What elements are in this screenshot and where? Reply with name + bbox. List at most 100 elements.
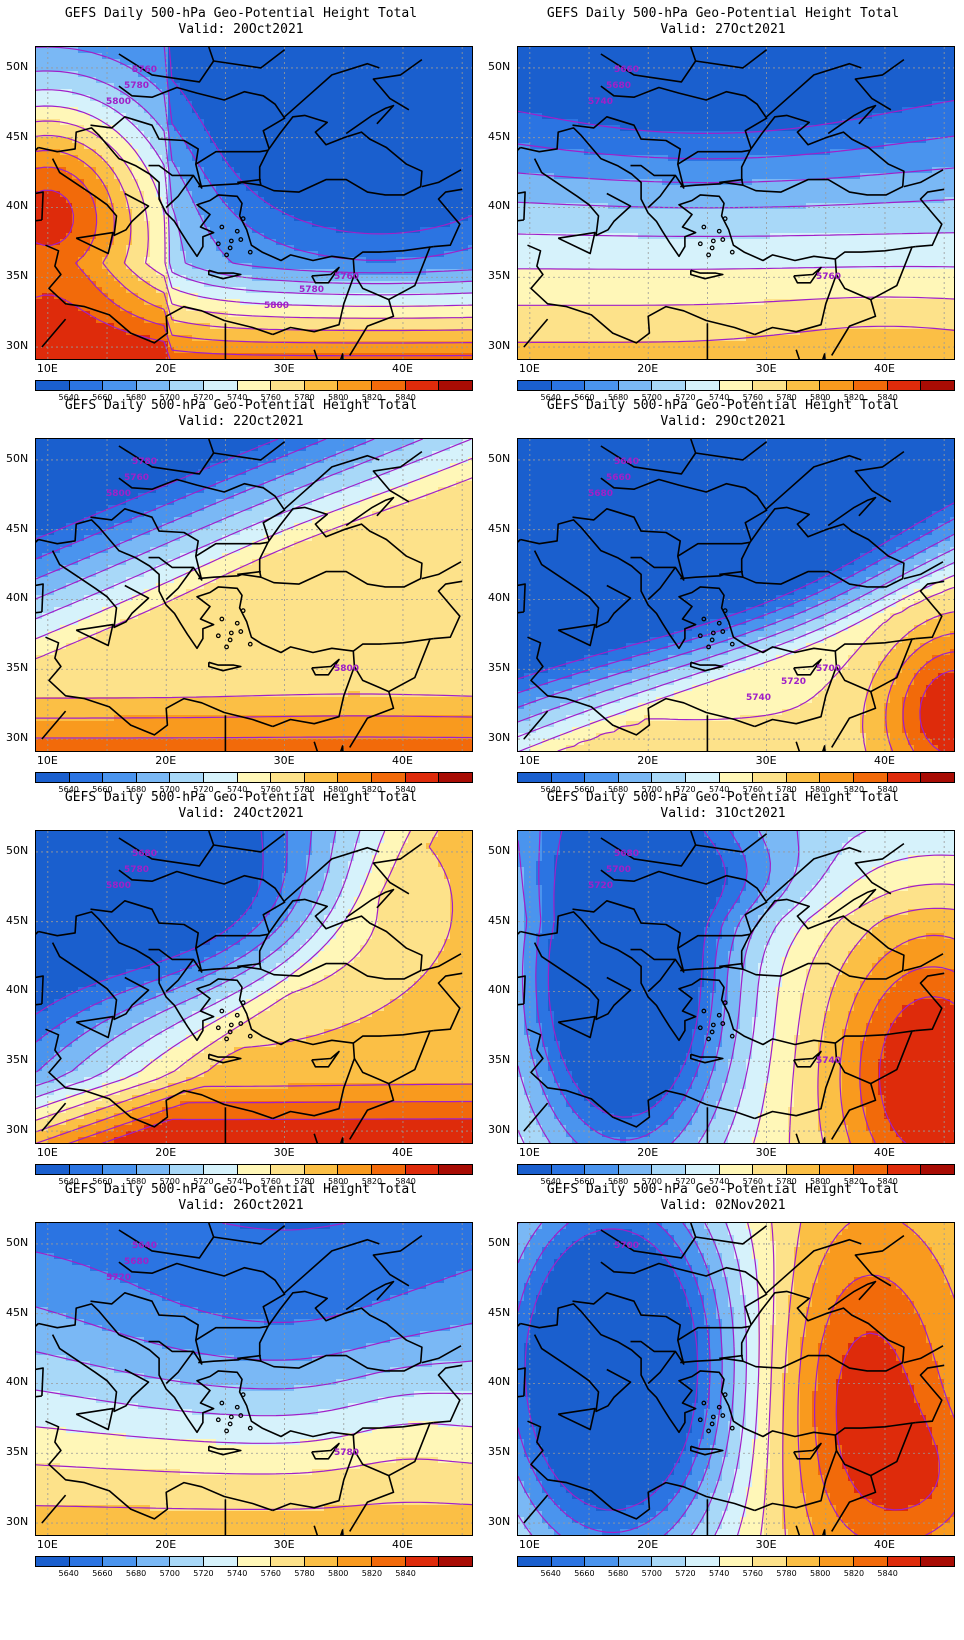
- panel-valid-date: Valid: 26Oct2021: [0, 1198, 482, 1214]
- map-panel: GEFS Daily 500-hPa Geo-Potential Height …: [482, 784, 964, 1194]
- contour-label: 5700: [816, 664, 841, 674]
- latitude-label: 50N: [6, 60, 28, 73]
- colorbar-label: 5640: [541, 785, 561, 794]
- colorbar-label: 5820: [844, 785, 864, 794]
- longitude-label: 40E: [874, 1539, 895, 1551]
- colorbar-swatch: [820, 1165, 855, 1174]
- latitude-label: 40N: [488, 984, 510, 996]
- colorbar: [517, 380, 955, 391]
- colorbar-swatch: [551, 1557, 586, 1566]
- latitude-label: 45N: [488, 130, 510, 143]
- colorbar-swatch: [854, 1165, 888, 1174]
- colorbar-swatch: [103, 381, 137, 390]
- map-panel: GEFS Daily 500-hPa Geo-Potential Height …: [0, 1176, 482, 1586]
- contour-label: 5760: [816, 272, 841, 282]
- colorbar-label: 5680: [608, 785, 628, 794]
- colorbar-label: 5760: [261, 393, 281, 402]
- colorbar-swatch: [820, 1557, 855, 1566]
- height-shading: [518, 439, 954, 751]
- colorbar-swatch: [518, 1165, 552, 1174]
- coastlines-and-borders: [518, 47, 945, 359]
- colorbar-label: 5780: [776, 785, 796, 794]
- map-canvas: 5640 5660 5680 5700 5720 5740: [518, 439, 954, 751]
- height-shading: [36, 1223, 472, 1535]
- colorbar-swatch: [753, 773, 787, 782]
- contour-label: 5800: [106, 489, 131, 499]
- colorbar-swatch: [719, 1165, 754, 1174]
- colorbar-swatch: [405, 1557, 440, 1566]
- colorbar-swatch: [518, 1557, 552, 1566]
- colorbar-swatch: [338, 1165, 373, 1174]
- contour-labels: 5660 5680 5740 5760: [588, 65, 841, 282]
- coastlines-and-borders: [36, 831, 463, 1143]
- longitude-label: 40E: [392, 1539, 413, 1551]
- colorbar-swatch: [786, 1165, 821, 1174]
- colorbar-label: 5780: [294, 1177, 314, 1186]
- longitude-label: 20E: [637, 1147, 658, 1159]
- longitude-label: 30E: [756, 755, 777, 767]
- colorbar-swatch: [618, 773, 653, 782]
- colorbar-label: 5740: [227, 1569, 247, 1578]
- colorbar-label: 5800: [810, 1569, 830, 1578]
- latitude-label: 40N: [6, 592, 28, 604]
- colorbar-label: 5840: [877, 1569, 897, 1578]
- longitude-label: 40E: [874, 755, 895, 767]
- colorbar-swatch: [887, 381, 922, 390]
- colorbar-swatch: [820, 381, 855, 390]
- map-canvas: 5660 5680 5740 5760: [518, 47, 954, 359]
- map-panel: GEFS Daily 500-hPa Geo-Potential Height …: [0, 392, 482, 802]
- colorbar-swatch: [439, 773, 472, 782]
- colorbar-swatch: [204, 1557, 238, 1566]
- contour-label: 5680: [124, 1257, 149, 1267]
- longitude-label: 10E: [37, 1539, 58, 1551]
- contour-labels: 5680 5780 5800: [106, 849, 157, 891]
- colorbar-label: 5760: [743, 1569, 763, 1578]
- colorbar-label: 5680: [126, 785, 146, 794]
- panel-title: GEFS Daily 500-hPa Geo-Potential Height …: [482, 398, 964, 414]
- contour-label: 5780: [299, 285, 324, 295]
- colorbar-swatch: [439, 1165, 472, 1174]
- colorbar-label: 5800: [328, 393, 348, 402]
- coastlines-and-borders: [36, 47, 463, 359]
- latitude-label: 45N: [488, 1306, 510, 1319]
- colorbar-swatch: [786, 381, 821, 390]
- map-canvas: 5760 5780 5800 5760 5780 5800: [36, 47, 472, 359]
- latitude-label: 45N: [6, 522, 28, 535]
- latitude-label: 35N: [488, 1054, 510, 1066]
- colorbar-swatch: [304, 773, 339, 782]
- colorbar-label: 5660: [92, 1177, 112, 1186]
- colorbar-label: 5700: [642, 785, 662, 794]
- colorbar-label: 5840: [395, 1569, 415, 1578]
- latitude-label: 30N: [6, 340, 28, 352]
- colorbar-label: 5740: [709, 393, 729, 402]
- colorbar-swatch: [439, 381, 472, 390]
- colorbar-swatch: [585, 381, 619, 390]
- colorbar-swatch: [271, 1557, 305, 1566]
- contour-label: 5680: [588, 489, 613, 499]
- longitude-label: 20E: [155, 1539, 176, 1551]
- map-canvas: 5640 5680 5720 5780: [36, 1223, 472, 1535]
- panel-valid-date: Valid: 02Nov2021: [482, 1198, 964, 1214]
- map-canvas: 5680 5700 5720 5740: [518, 831, 954, 1143]
- colorbar-label: 5840: [877, 1177, 897, 1186]
- contour-label: 5800: [106, 97, 131, 107]
- colorbar-swatch: [921, 1165, 954, 1174]
- colorbar-swatch: [237, 381, 272, 390]
- colorbar-swatch: [854, 381, 888, 390]
- colorbar-swatch: [103, 773, 137, 782]
- latitude-label: 30N: [6, 1516, 28, 1528]
- colorbar-swatch: [237, 1557, 272, 1566]
- colorbar-swatch: [405, 381, 440, 390]
- colorbar-label: 5660: [574, 1569, 594, 1578]
- colorbar-label: 5840: [877, 785, 897, 794]
- contour-label: 5760: [124, 473, 149, 483]
- height-contours: [518, 502, 954, 751]
- map-panel: GEFS Daily 500-hPa Geo-Potential Height …: [0, 784, 482, 1194]
- geopotential-height-map: 5640 5680 5720 5780: [35, 1222, 473, 1536]
- lat-lon-grid: [518, 831, 954, 1143]
- longitude-label: 40E: [874, 363, 895, 375]
- longitude-label: 40E: [392, 1147, 413, 1159]
- colorbar-label: 5800: [810, 1177, 830, 1186]
- colorbar-label: 5640: [541, 393, 561, 402]
- colorbar-label: 5760: [743, 393, 763, 402]
